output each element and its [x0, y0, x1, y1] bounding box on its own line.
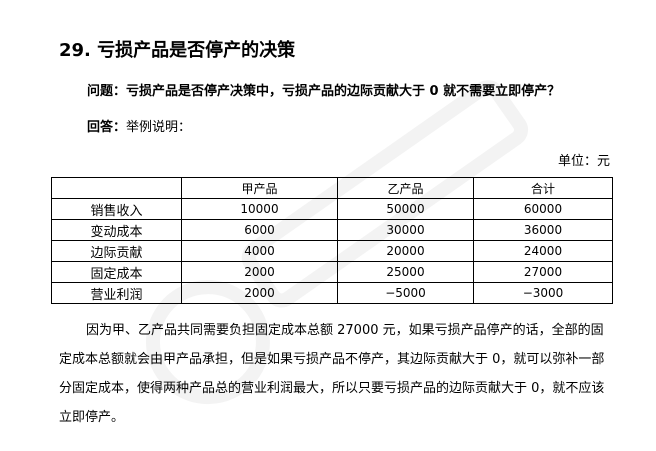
table-row: 固定成本 2000 25000 27000	[51, 261, 613, 283]
row-label: 营业利润	[51, 282, 182, 304]
table-cell: 4000	[181, 240, 338, 262]
answer: 回答：举例说明：	[87, 116, 191, 135]
table-row: 营业利润 2000 −5000 −3000	[51, 282, 613, 304]
table-cell: 50000	[337, 198, 474, 220]
table-cell: 2000	[181, 261, 338, 283]
table-cell: 10000	[181, 198, 338, 220]
row-label: 固定成本	[51, 261, 182, 283]
table-cell: 36000	[473, 219, 613, 241]
header-cell: 合计	[473, 177, 613, 199]
header-cell: 乙产品	[337, 177, 474, 199]
table-cell: 25000	[337, 261, 474, 283]
table-cell: 60000	[473, 198, 613, 220]
table-header-row: 甲产品 乙产品 合计	[51, 177, 613, 199]
table-row: 变动成本 6000 30000 36000	[51, 219, 613, 241]
table-cell: 2000	[181, 282, 338, 304]
table-cell: 6000	[181, 219, 338, 241]
data-table: 甲产品 乙产品 合计 销售收入 10000 50000 60000 变动成本 6000 30…	[51, 177, 613, 304]
row-label: 变动成本	[51, 219, 182, 241]
unit-label: 单位：元	[557, 154, 610, 169]
table-cell: 27000	[473, 261, 613, 283]
table-row: 销售收入 10000 50000 60000	[51, 198, 613, 220]
table-cell: −3000	[473, 282, 613, 304]
question: 问题：亏损产品是否停产决策中，亏损产品的边际贡献大于 0 就不需要立即停产？	[87, 80, 560, 99]
row-label: 销售收入	[51, 198, 182, 220]
header-cell	[51, 177, 182, 199]
answer-text: 举例说明：	[126, 120, 192, 135]
table-cell: 20000	[337, 240, 474, 262]
table-cell: −5000	[337, 282, 474, 304]
question-text: 亏损产品是否停产决策中，亏损产品的边际贡献大于 0 就不需要立即停产？	[126, 84, 561, 99]
explanation-paragraph: 因为甲、乙产品共同需要负担固定成本总额 27000 元，如果亏损产品停产的话，全…	[59, 323, 605, 425]
table-row: 边际贡献 4000 20000 24000	[51, 240, 613, 262]
question-label: 问题：	[87, 84, 127, 99]
table-cell: 24000	[473, 240, 613, 262]
answer-label: 回答：	[87, 120, 127, 135]
table-cell: 30000	[337, 219, 474, 241]
header-cell: 甲产品	[181, 177, 338, 199]
row-label: 边际贡献	[51, 240, 182, 262]
section-title: 29. 亏损产品是否停产的决策	[59, 40, 296, 61]
